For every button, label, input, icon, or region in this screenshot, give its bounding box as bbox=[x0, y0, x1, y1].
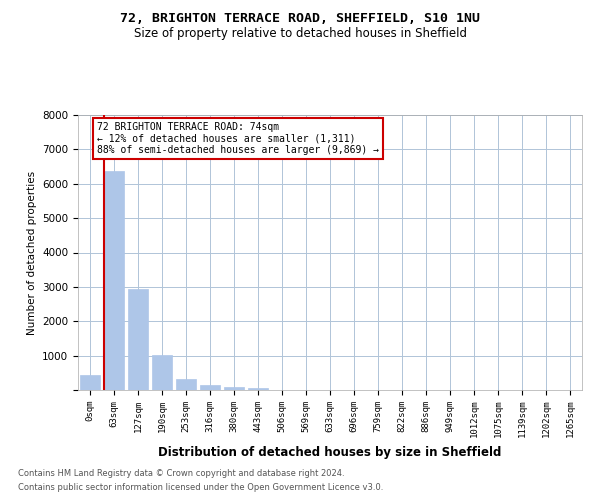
Y-axis label: Number of detached properties: Number of detached properties bbox=[26, 170, 37, 334]
Text: Contains HM Land Registry data © Crown copyright and database right 2024.: Contains HM Land Registry data © Crown c… bbox=[18, 468, 344, 477]
Bar bbox=[104, 170, 124, 390]
Bar bbox=[200, 385, 220, 390]
Bar bbox=[80, 374, 100, 390]
Bar bbox=[128, 288, 148, 390]
X-axis label: Distribution of detached houses by size in Sheffield: Distribution of detached houses by size … bbox=[158, 446, 502, 458]
Bar bbox=[152, 356, 172, 390]
Text: Contains public sector information licensed under the Open Government Licence v3: Contains public sector information licen… bbox=[18, 484, 383, 492]
Text: 72 BRIGHTON TERRACE ROAD: 74sqm
← 12% of detached houses are smaller (1,311)
88%: 72 BRIGHTON TERRACE ROAD: 74sqm ← 12% of… bbox=[97, 122, 379, 155]
Text: Size of property relative to detached houses in Sheffield: Size of property relative to detached ho… bbox=[133, 28, 467, 40]
Bar bbox=[224, 387, 244, 390]
Text: 72, BRIGHTON TERRACE ROAD, SHEFFIELD, S10 1NU: 72, BRIGHTON TERRACE ROAD, SHEFFIELD, S1… bbox=[120, 12, 480, 26]
Bar bbox=[248, 388, 268, 390]
Bar bbox=[176, 378, 196, 390]
